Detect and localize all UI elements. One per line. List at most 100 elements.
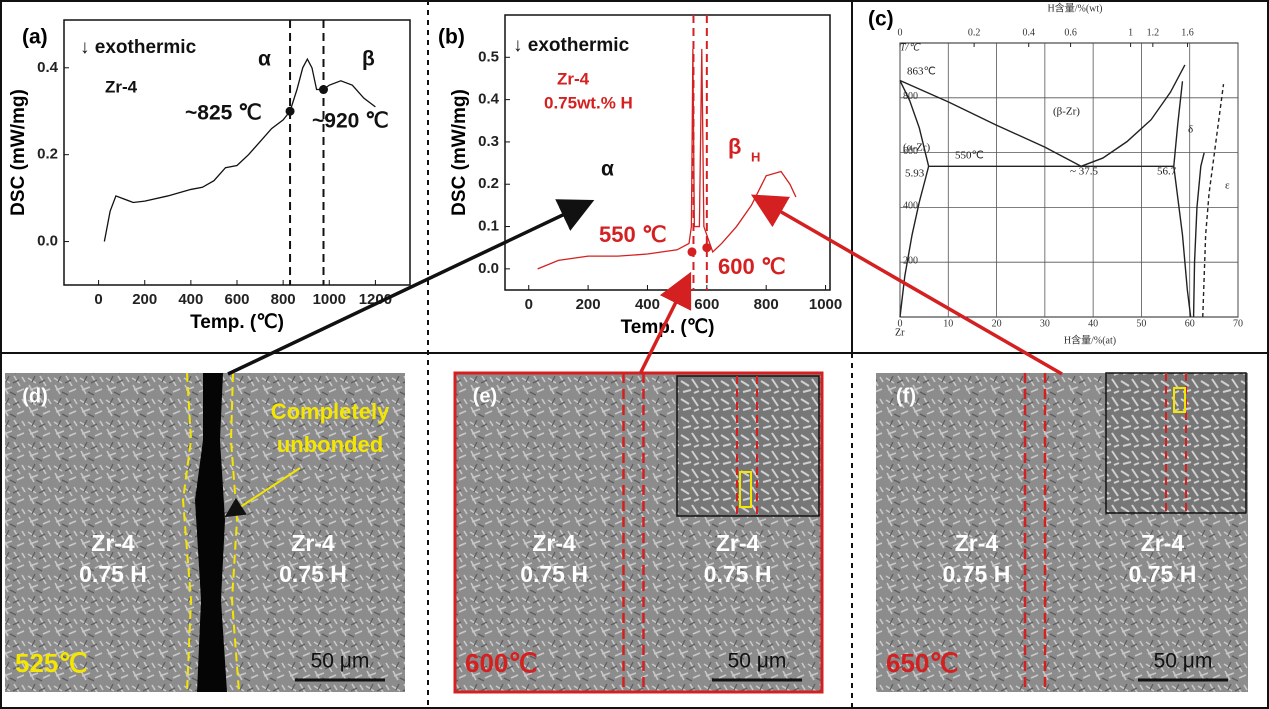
annotation: Completely bbox=[271, 399, 390, 424]
x-tick-label: 0 bbox=[94, 291, 102, 308]
region-label: 0.75 H bbox=[520, 561, 588, 587]
annotation: ↓ exothermic bbox=[513, 35, 630, 56]
x-tick-label: 600 bbox=[224, 291, 249, 308]
annotation: 863℃ bbox=[907, 66, 936, 78]
y-tick-label: 0.2 bbox=[37, 146, 58, 163]
y-tick-label: 400 bbox=[903, 201, 918, 212]
x-tick-label: 40 bbox=[1088, 318, 1098, 329]
micrograph: Completely unbonded (d) Zr-4 0.75 H Zr-4 0.75 … bbox=[5, 372, 405, 693]
micrographs: Completely unbonded (d) Zr-4 0.75 H Zr-4 0.75 … bbox=[5, 371, 1248, 694]
region-label: 0.75 H bbox=[704, 561, 772, 587]
annotation: β bbox=[728, 134, 741, 159]
y-axis-label: DSC (mW/mg) bbox=[8, 89, 29, 216]
x2-tick-label: 1.6 bbox=[1181, 27, 1194, 38]
inset bbox=[1105, 372, 1247, 514]
annotation: (β-Zr) bbox=[1053, 106, 1080, 118]
x-axis-label: H含量/%(at) bbox=[1064, 333, 1116, 346]
y-tick-label: 0.0 bbox=[37, 233, 58, 250]
annotation: 0.75wt.% H bbox=[544, 93, 633, 112]
annotation: β bbox=[362, 48, 375, 71]
x-tick-label: 400 bbox=[635, 296, 660, 313]
temperature: 650℃ bbox=[886, 648, 959, 678]
x-tick-label: 30 bbox=[1040, 318, 1050, 329]
panel-label: (e) bbox=[473, 385, 497, 407]
annotation: 5.93 bbox=[905, 168, 925, 180]
crack bbox=[195, 373, 227, 692]
y-tick-label: 0.3 bbox=[478, 133, 499, 150]
panel-label: (d) bbox=[22, 385, 48, 407]
x2-tick-label: 0.6 bbox=[1064, 27, 1077, 38]
arrow bbox=[750, 194, 1063, 376]
region-label: Zr-4 bbox=[955, 530, 999, 556]
micrograph: (f) Zr-4 0.75 H Zr-4 0.75 H 650℃ 50 μm bbox=[876, 372, 1248, 692]
x-tick-label: 1000 bbox=[313, 291, 346, 308]
annotation: ~920 ℃ bbox=[312, 110, 389, 133]
annotation: Zr-4 bbox=[105, 77, 138, 96]
x-tick-label: 60 bbox=[1185, 318, 1195, 329]
y-tick-label: 0.0 bbox=[478, 260, 499, 277]
y-tick-label: 600 bbox=[903, 146, 918, 157]
x-tick-label: 1000 bbox=[809, 296, 842, 313]
phase-boundary bbox=[1202, 84, 1225, 318]
dsc-curve bbox=[537, 48, 797, 270]
region-label: Zr-4 bbox=[716, 530, 760, 556]
annotation: δ bbox=[1188, 124, 1193, 136]
x-tick-label: 200 bbox=[132, 291, 157, 308]
annotation: ε bbox=[1225, 180, 1230, 192]
x-axis-label: Temp. (℃) bbox=[190, 312, 284, 333]
scale-bar-label: 50 μm bbox=[311, 650, 370, 673]
pointer bbox=[224, 467, 301, 518]
region-label: Zr-4 bbox=[91, 530, 135, 556]
scale-bar-label: 50 μm bbox=[1154, 650, 1213, 673]
annotation: 550 ℃ bbox=[599, 222, 667, 247]
x-tick-label: 1200 bbox=[359, 291, 392, 308]
annotation: (α-Zr) bbox=[903, 142, 930, 154]
region-label: 0.75 H bbox=[79, 561, 147, 587]
annotation: α bbox=[601, 158, 614, 181]
x-tick-label: 20 bbox=[992, 318, 1002, 329]
region-label: Zr-4 bbox=[291, 530, 335, 556]
annotation: 600 ℃ bbox=[718, 254, 786, 279]
annotation: 56.7 bbox=[1157, 166, 1177, 178]
x2-tick-label: 1.2 bbox=[1147, 27, 1160, 38]
x2-tick-label: 0 bbox=[898, 27, 903, 38]
y-tick-label: 200 bbox=[903, 255, 918, 266]
annotation: H bbox=[751, 149, 760, 164]
region-label: Zr-4 bbox=[532, 530, 576, 556]
plot: 0 200 400 600 800 1000 1200 0.0 0.2 0.4 Temp. (℃) D… bbox=[8, 19, 411, 333]
annotation: unbonded bbox=[277, 432, 383, 457]
x-tick-label: 200 bbox=[576, 296, 601, 313]
plot-area bbox=[899, 42, 1239, 318]
panel-label: (c) bbox=[868, 8, 894, 31]
y-tick-label: 800 bbox=[903, 91, 918, 102]
panel-label: (a) bbox=[22, 26, 48, 49]
plot-area bbox=[504, 14, 831, 291]
annotation: 550℃ bbox=[955, 150, 984, 162]
phase-boundary bbox=[1080, 64, 1186, 167]
marker bbox=[319, 85, 328, 95]
region-label: 0.75 H bbox=[943, 561, 1011, 587]
scale-bar-label: 50 μm bbox=[728, 650, 787, 673]
x-tick-label: 600 bbox=[694, 296, 719, 313]
region-label: 0.75 H bbox=[1129, 561, 1197, 587]
panel-label: (b) bbox=[438, 26, 465, 49]
phase-boundary bbox=[899, 79, 1082, 167]
phase-boundary bbox=[1173, 166, 1192, 318]
y-axis-label: DSC (mW/mg) bbox=[449, 89, 470, 216]
x-tick-label: 800 bbox=[271, 291, 296, 308]
annotation: ↓ exothermic bbox=[80, 37, 197, 58]
plot-area bbox=[63, 19, 411, 286]
y-tick-label: 0.1 bbox=[478, 218, 499, 235]
annotation: Zr-4 bbox=[557, 69, 590, 88]
phase-boundary bbox=[1173, 81, 1184, 167]
dsc-curve bbox=[103, 57, 376, 242]
y-axis-label: T/℃ bbox=[900, 42, 921, 53]
inset bbox=[676, 375, 820, 517]
arrow bbox=[227, 199, 595, 376]
annotation: ~825 ℃ bbox=[185, 102, 262, 125]
x-tick-label: 800 bbox=[754, 296, 779, 313]
phase-boundary bbox=[1192, 152, 1205, 318]
